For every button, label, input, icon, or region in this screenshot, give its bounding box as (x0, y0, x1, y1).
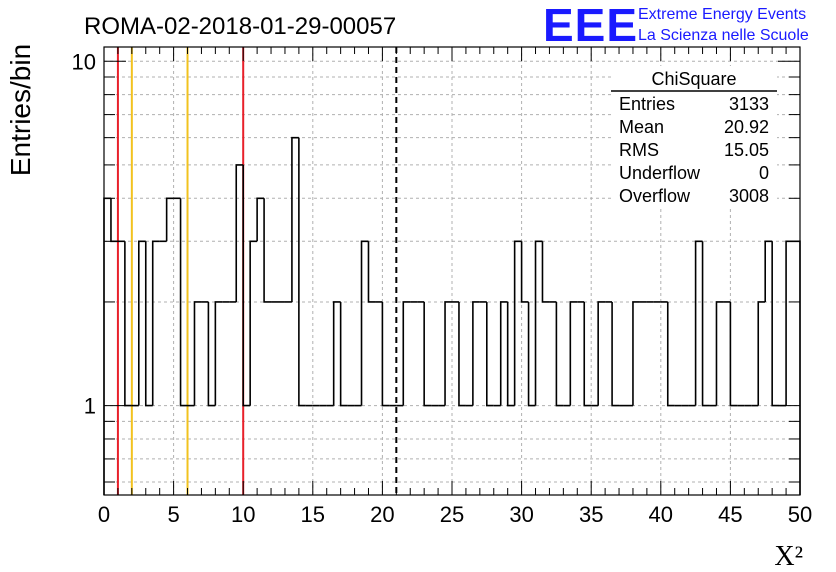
stats-row-label: Overflow (619, 186, 691, 206)
histogram-bin (499, 301, 508, 406)
stats-row-value: 3008 (729, 186, 769, 206)
histogram-bin (793, 240, 801, 495)
stats-box: ChiSquare Entries 3133 Mean 20.92 RMS 15.05 Und… (611, 66, 777, 208)
x-tick-label: 25 (440, 502, 464, 527)
histogram-bin (339, 301, 348, 407)
histogram-bin (486, 301, 494, 407)
histogram-bin (151, 240, 160, 406)
histogram-bin (381, 301, 390, 407)
histogram-bin (138, 240, 146, 406)
histogram-bin (291, 136, 299, 302)
histogram-bin (165, 197, 174, 242)
stats-row-value: 0 (759, 163, 769, 183)
histogram-bin (694, 240, 703, 406)
stats-row-label: RMS (619, 140, 659, 160)
histogram-bin (555, 301, 564, 407)
histogram-bin (757, 301, 766, 406)
histogram-bin (520, 241, 529, 303)
eee-logo-mark: EEE (543, 0, 639, 51)
x-tick-label: 50 (788, 502, 812, 527)
y-tick-labels: 1 10 (72, 49, 96, 418)
histogram-bin (611, 301, 620, 407)
histogram-bin (527, 301, 536, 407)
histogram-bin (360, 240, 369, 406)
histogram-bin (235, 164, 244, 302)
histogram-bin (332, 301, 341, 406)
x-tick-label: 30 (509, 502, 533, 527)
histogram-bin (214, 301, 223, 406)
axis-ticks (103, 47, 801, 495)
x-tick-label: 45 (718, 502, 742, 527)
histogram-bin (367, 241, 376, 303)
histogram-bin (534, 240, 543, 406)
x-tick-label: 0 (98, 502, 110, 527)
eee-logo-text: Extreme Energy Events La Scienza nelle S… (638, 4, 809, 46)
histogram-bin (785, 240, 794, 406)
histogram-bin (242, 164, 251, 407)
x-tick-label: 35 (579, 502, 603, 527)
histogram-bin (249, 240, 258, 406)
histogram-bin (771, 241, 780, 407)
histogram-bin (207, 301, 216, 407)
histogram-bin (701, 241, 710, 407)
x-tick-label: 40 (649, 502, 673, 527)
histogram-bin (632, 301, 640, 406)
stats-box-title: ChiSquare (651, 69, 736, 89)
histogram-bin (256, 197, 265, 242)
eee-logo-line2: La Scienza nelle Scuole (638, 27, 809, 44)
histogram-bin (569, 301, 578, 406)
histogram-bin (472, 301, 480, 406)
histogram-bin (179, 198, 188, 407)
histogram-bin (715, 301, 724, 406)
y-tick-label: 10 (72, 49, 96, 74)
stats-box-bg (611, 66, 777, 208)
stats-row-value: 3133 (729, 94, 769, 114)
histogram-bin (666, 301, 675, 407)
histogram-bin (444, 301, 452, 406)
histogram-bin (729, 301, 738, 407)
histogram-bin (597, 301, 606, 406)
chart-title: ROMA-02-2018-01-29-00057 (84, 13, 396, 40)
stats-row-label: Underflow (619, 163, 701, 183)
y-tick-label: 1 (84, 394, 96, 419)
histogram-bin (144, 241, 153, 407)
histogram-bin (506, 301, 515, 407)
stats-row-label: Mean (619, 117, 664, 137)
x-axis-label: X² (774, 541, 803, 572)
histogram-bin (103, 197, 111, 495)
histogram-bin (263, 198, 272, 303)
histogram-bin (110, 198, 118, 243)
stats-row-label: Entries (619, 94, 675, 114)
stats-row-value: 15.05 (724, 140, 769, 160)
histogram-bin (423, 301, 432, 407)
x-tick-label: 5 (167, 502, 179, 527)
histogram-bin (458, 301, 466, 407)
stats-row-value: 20.92 (724, 117, 769, 137)
x-tick-label: 15 (301, 502, 325, 527)
x-tick-label: 20 (370, 502, 394, 527)
x-tick-labels: 0 5 10 15 20 25 30 35 40 45 50 (98, 502, 812, 527)
eee-logo-line1: Extreme Energy Events (638, 6, 807, 23)
histogram-bin (764, 240, 773, 302)
histogram-bin (402, 301, 411, 406)
histogram-bin (298, 137, 306, 407)
x-tick-label: 10 (231, 502, 255, 527)
y-axis-label: Entries/bin (5, 44, 36, 176)
histogram-bin (193, 301, 202, 406)
histogram-bin (541, 241, 550, 303)
histogram-bin (513, 240, 522, 406)
histogram-bin (583, 301, 592, 407)
histogram-bin (124, 241, 132, 407)
